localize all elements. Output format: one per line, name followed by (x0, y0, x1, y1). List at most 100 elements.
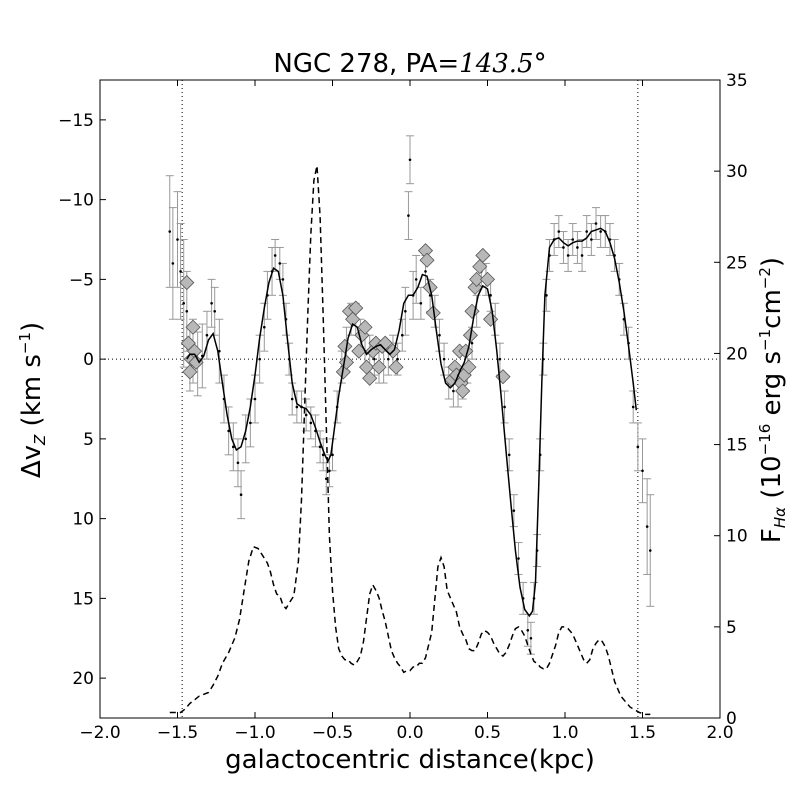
data-point (489, 294, 492, 297)
x-tick-label: −1.5 (157, 723, 198, 743)
diamond-marker (357, 319, 373, 335)
x-axis-label: galactocentric distance(kpc) (225, 745, 595, 775)
data-point (244, 437, 247, 441)
y-left-sub: Z (31, 434, 49, 446)
y-right-exp2: −1 (756, 329, 774, 351)
y-right-units: (10 (757, 455, 787, 507)
y-left-tick-label: −5 (69, 270, 94, 290)
y-left-tick-label: 0 (83, 350, 94, 370)
y-left-close: ) (17, 322, 47, 332)
y-axis-left-label: ΔvZ (km s−1) (16, 322, 49, 478)
data-point (424, 270, 427, 273)
y-right-tick-label: 20 (726, 344, 748, 364)
y-left-units: (km s (17, 354, 47, 435)
y-right-sub: Hα (771, 507, 789, 528)
data-point (387, 357, 390, 361)
data-point (414, 278, 418, 281)
data-point (331, 453, 334, 457)
data-point (557, 230, 561, 233)
y-right-tick-label: 10 (726, 527, 748, 547)
data-point (249, 421, 252, 425)
data-point (273, 254, 277, 257)
data-point (641, 469, 644, 473)
data-point (263, 325, 266, 329)
data-point (517, 557, 520, 560)
y-left-tick-label: −15 (58, 111, 94, 131)
x-tick-label: 1.0 (551, 723, 578, 743)
y-left-base: Δv (17, 445, 47, 478)
diamond-marker (475, 247, 491, 264)
diamond-marker (185, 319, 201, 335)
data-point (452, 389, 455, 393)
data-point (571, 238, 575, 241)
data-point (227, 429, 230, 433)
data-point (179, 270, 182, 273)
x-tick-label: 1.5 (629, 723, 656, 743)
data-point (503, 405, 506, 409)
diamond-marker (469, 271, 485, 287)
y-left-tick-label: 5 (83, 430, 94, 450)
data-point (507, 453, 511, 457)
y-right-exp1: −16 (756, 424, 774, 456)
data-point (580, 254, 584, 257)
data-point (309, 421, 313, 425)
data-point (236, 461, 240, 465)
y-left-tick-label: 20 (72, 669, 94, 689)
data-point (171, 262, 175, 265)
y-right-tick-label: 25 (726, 253, 748, 273)
diamond-marker (182, 364, 198, 380)
data-point (258, 357, 261, 361)
y-right-tick-label: 0 (726, 709, 737, 729)
data-point (438, 333, 441, 337)
data-point (325, 477, 328, 481)
data-point (218, 349, 221, 353)
diamond-marker (472, 259, 488, 275)
y-left-tick-label: −10 (58, 191, 94, 211)
x-tick-label: −1.0 (234, 723, 275, 743)
diamond-marker (479, 271, 496, 287)
y-left-exp: −1 (16, 332, 34, 354)
x-tick-label: 0.5 (474, 723, 501, 743)
data-point (636, 445, 640, 449)
error-bars (165, 135, 655, 655)
data-point (278, 262, 282, 265)
data-point (185, 309, 189, 313)
data-point (408, 158, 412, 162)
chart-title: NGC 278, PA=143.5° (273, 49, 546, 79)
data-point (373, 357, 376, 361)
axes: −2.0 −1.5 −1.0 −0.5 0.0 0.5 1.0 1.5 2.0 −15 −10 −5 0… (58, 71, 748, 743)
data-point (648, 549, 652, 552)
data-point (304, 413, 308, 417)
y-left-tick-label: 10 (72, 510, 94, 530)
data-point (232, 445, 235, 449)
data-point (594, 222, 598, 225)
data-point (512, 509, 516, 512)
diamond-marker (348, 300, 364, 316)
data-point (404, 309, 407, 313)
data-point (253, 397, 257, 401)
chart-title-object: NGC 278, PA (273, 49, 437, 79)
model-curve-line (186, 227, 638, 618)
data-point (442, 357, 446, 361)
curves (169, 165, 651, 716)
data-point (631, 405, 635, 409)
diamond-marker (362, 370, 378, 386)
data-point (526, 628, 530, 632)
data-point (290, 397, 294, 401)
y-right-tick-label: 5 (726, 618, 737, 638)
data-point (576, 246, 579, 249)
y-left-tick-label: 15 (72, 589, 94, 609)
chart-title-math: =143.5° (437, 49, 546, 79)
data-point (213, 309, 216, 313)
data-point (645, 525, 649, 528)
data-point (470, 341, 474, 345)
diamond-marker (419, 252, 435, 268)
y-right-base: F (757, 528, 787, 543)
data-point (585, 230, 588, 233)
diamond-marker (351, 343, 367, 359)
data-point (498, 357, 502, 361)
diamond-marker (179, 274, 195, 291)
data-point (545, 294, 548, 297)
data-point (590, 238, 593, 241)
y-right-exp3: −2 (756, 267, 774, 289)
